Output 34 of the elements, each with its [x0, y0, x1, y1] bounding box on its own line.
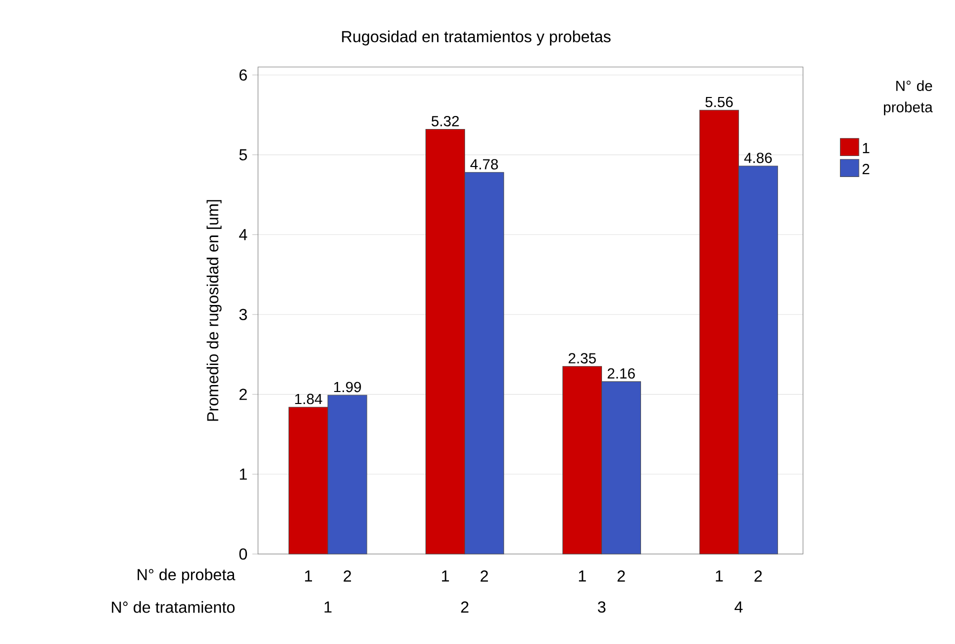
text: 1: [578, 570, 586, 582]
data-label: 2.35: [568, 353, 596, 364]
data-label: 5.56: [705, 96, 733, 108]
text: N° de probeta: [884, 80, 933, 116]
y-tick-label: 4: [239, 229, 248, 240]
text: 1: [442, 570, 449, 582]
y-tick-label: 3: [239, 308, 247, 320]
text: 2: [618, 570, 625, 582]
data-label: 1.84: [295, 394, 322, 404]
x-tick-label: 2: [461, 601, 468, 613]
y-tick-label: 0: [239, 548, 247, 560]
legend-title: N° de probeta: [138, 568, 236, 584]
y-tick-label: 2: [240, 388, 247, 400]
chart-title: Rugosidad en tratamientos y probetas: [342, 30, 611, 46]
x-tick-label: 1: [324, 602, 332, 613]
text: 2: [754, 570, 762, 582]
x-tick-label: 3: [598, 601, 606, 613]
text: 1: [716, 570, 723, 582]
legend-label: 1: [862, 143, 870, 154]
text: 2: [480, 570, 488, 582]
legend-label: 2: [862, 164, 870, 174]
data-label: 2.16: [608, 368, 635, 379]
y-axis-title: Promedio de rugosidad en [um]: [206, 200, 222, 421]
text: 1: [305, 570, 312, 582]
data-label: 1.99: [334, 382, 361, 392]
data-label: 4.86: [744, 152, 772, 164]
x-tick-label: 4: [734, 602, 743, 613]
y-tick-label: 5: [239, 149, 247, 160]
data-label: 4.78: [470, 159, 498, 170]
x-axis-title: N° de tratamiento: [112, 601, 235, 613]
text: 2: [344, 570, 351, 582]
y-tick-label: 6: [240, 69, 247, 81]
data-label: 5.32: [432, 116, 459, 126]
y-tick-label: 1: [240, 468, 247, 480]
